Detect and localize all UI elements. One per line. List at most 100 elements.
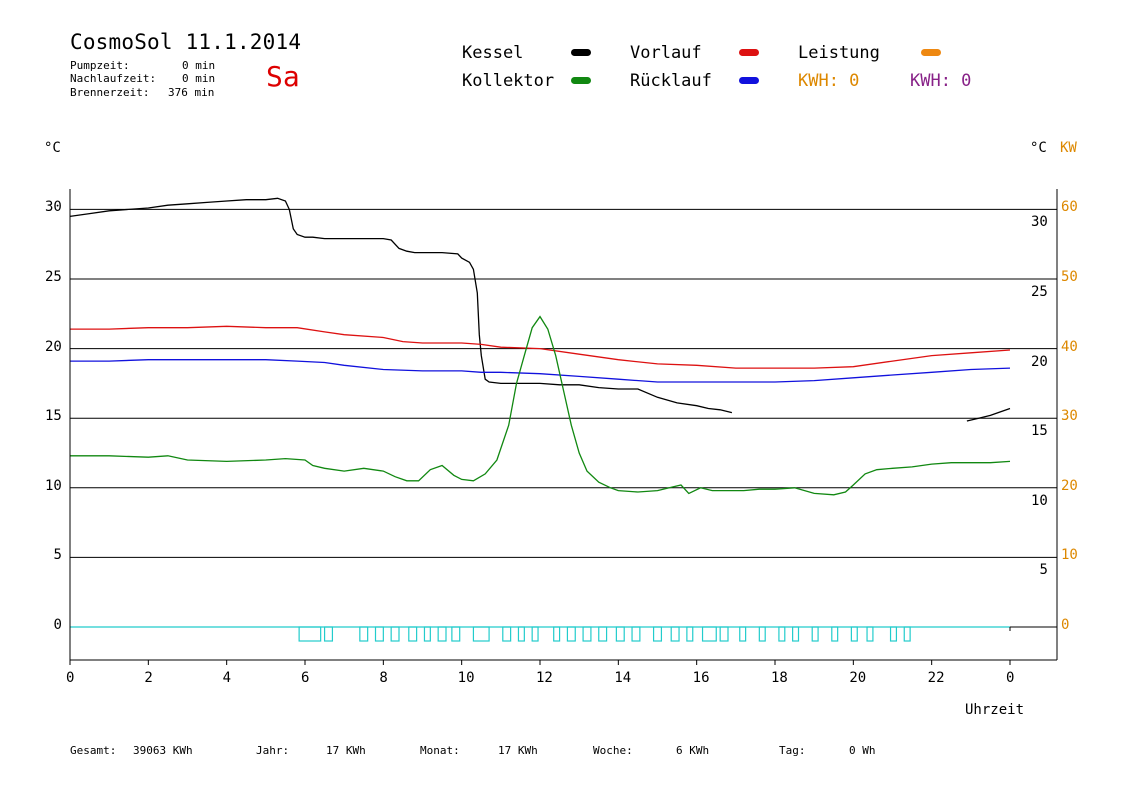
axes bbox=[69, 189, 1058, 665]
y-left-tick-label: 20 bbox=[45, 338, 62, 355]
pump-pulse bbox=[374, 626, 384, 642]
pump-pulses bbox=[70, 626, 1010, 642]
series-line-vorlauf bbox=[70, 325, 1011, 369]
pump-pulse bbox=[686, 626, 694, 642]
y-left-tick-label: 25 bbox=[45, 269, 62, 285]
chart-title: CosmoSol 11.1.2014 bbox=[70, 30, 302, 54]
pump-pulse bbox=[517, 626, 525, 642]
pumpzeit-label: Pumpzeit: bbox=[70, 59, 130, 72]
x-tick-label: 20 bbox=[849, 670, 867, 686]
pump-pulse bbox=[792, 626, 800, 642]
pump-pulse bbox=[811, 626, 819, 642]
x-tick-label: 0 bbox=[1006, 670, 1015, 686]
legend-leistung-label: Leistung bbox=[798, 43, 880, 63]
pump-pulse bbox=[502, 626, 512, 642]
y-left-tick-label: 15 bbox=[45, 408, 62, 425]
pump-pulse bbox=[866, 626, 874, 642]
y-axis-power-unit: KW bbox=[1060, 140, 1077, 156]
y-right-tick-label: 10 bbox=[1031, 492, 1048, 509]
nachlaufzeit-label: Nachlaufzeit: bbox=[70, 72, 157, 85]
pump-pulse bbox=[390, 626, 400, 642]
y-power-tick-label: 60 bbox=[1061, 199, 1078, 216]
footer-woche-value: 6 KWh bbox=[676, 744, 710, 757]
y-right-tick-label: 25 bbox=[1031, 284, 1048, 300]
brennerzeit-label: Brennerzeit: bbox=[70, 86, 150, 99]
legend-kwh-left: KWH: 0 bbox=[798, 71, 860, 91]
footer-jahr-value: 17 KWh bbox=[326, 744, 366, 757]
x-tick-label: 8 bbox=[379, 670, 388, 686]
legend-ruecklauf-label: Rücklauf bbox=[630, 71, 712, 91]
pump-pulse bbox=[652, 626, 663, 642]
y-right-tick-label: 30 bbox=[1031, 214, 1048, 231]
pump-pulse bbox=[531, 626, 539, 642]
series-lines bbox=[69, 197, 1011, 496]
x-axis-label: Uhrzeit bbox=[965, 702, 1025, 718]
legend-kollektor-label: Kollektor bbox=[462, 71, 555, 91]
footer-woche-label: Woche: bbox=[593, 744, 633, 757]
x-tick-label: 6 bbox=[301, 670, 310, 686]
footer-gesamt-value: 39063 KWh bbox=[133, 744, 193, 757]
y-left-tick-label: 0 bbox=[53, 617, 62, 633]
y-axis-right-unit: °C bbox=[1030, 140, 1047, 156]
pumpzeit-value: 0 min bbox=[182, 59, 216, 72]
pump-pulse bbox=[850, 626, 858, 642]
pump-pulse bbox=[701, 626, 717, 642]
pump-pulse bbox=[631, 626, 641, 642]
brennerzeit-value: 376 min bbox=[168, 86, 215, 99]
pump-pulse bbox=[423, 626, 431, 642]
legend-ruecklauf-swatch bbox=[739, 77, 759, 84]
pump-pulse bbox=[553, 626, 561, 642]
y-right-tick-label: 15 bbox=[1031, 423, 1048, 440]
pump-pulse bbox=[598, 626, 608, 642]
pump-pulse bbox=[903, 626, 911, 642]
legend-kollektor-swatch bbox=[571, 77, 591, 84]
pump-pulse bbox=[778, 626, 786, 642]
y-right-tick-label: 20 bbox=[1031, 353, 1048, 370]
x-tick-label: 12 bbox=[536, 670, 553, 686]
legend-kessel-label: Kessel bbox=[462, 43, 524, 63]
y-left-tick-label: 30 bbox=[45, 199, 62, 216]
legend-leistung-swatch bbox=[921, 49, 941, 56]
x-tick-label: 2 bbox=[144, 670, 153, 686]
pump-pulse bbox=[719, 626, 729, 642]
y-power-tick-label: 20 bbox=[1061, 477, 1078, 494]
pump-pulse bbox=[566, 626, 576, 642]
pump-pulse bbox=[889, 626, 898, 642]
series-line-kollektor bbox=[70, 315, 1011, 496]
grid-lines bbox=[70, 208, 1057, 628]
legend-kwh-right: KWH: 0 bbox=[910, 71, 972, 91]
x-tick-label: 22 bbox=[927, 670, 945, 686]
nachlaufzeit-value: 0 min bbox=[182, 72, 216, 85]
y-right-tick-label: 5 bbox=[1039, 562, 1048, 579]
pump-pulse bbox=[615, 626, 625, 642]
y-power-tick-label: 50 bbox=[1061, 269, 1078, 285]
pump-pulse bbox=[408, 626, 418, 642]
y-left-tick-label: 5 bbox=[53, 547, 62, 564]
x-tick-label: 0 bbox=[66, 670, 75, 686]
series-line-kessel bbox=[69, 197, 733, 414]
footer-monat-value: 17 KWh bbox=[498, 744, 538, 757]
x-tick-label: 10 bbox=[457, 670, 475, 686]
footer-jahr-label: Jahr: bbox=[256, 744, 290, 757]
pump-pulse bbox=[437, 626, 447, 642]
pump-pulse bbox=[739, 626, 747, 642]
x-tick-label: 16 bbox=[692, 670, 710, 686]
legend-kessel-swatch bbox=[571, 49, 591, 56]
x-tick-label: 18 bbox=[771, 670, 788, 686]
weekday: Sa bbox=[266, 60, 300, 93]
pump-pulse bbox=[323, 626, 334, 642]
footer-monat-label: Monat: bbox=[420, 744, 460, 757]
series-line-rcklauf bbox=[70, 359, 1011, 383]
series-line-kessel bbox=[966, 407, 1011, 422]
pump-pulse bbox=[451, 626, 461, 642]
footer-tag-label: Tag: bbox=[779, 744, 806, 757]
pump-pulse bbox=[472, 626, 490, 642]
pump-pulse bbox=[831, 626, 839, 642]
pump-pulse bbox=[359, 626, 369, 642]
y-power-tick-label: 10 bbox=[1061, 547, 1078, 564]
y-power-tick-label: 30 bbox=[1061, 408, 1078, 425]
y-power-tick-label: 40 bbox=[1061, 338, 1078, 355]
pump-pulse bbox=[582, 626, 592, 642]
x-tick-label: 14 bbox=[614, 670, 632, 686]
